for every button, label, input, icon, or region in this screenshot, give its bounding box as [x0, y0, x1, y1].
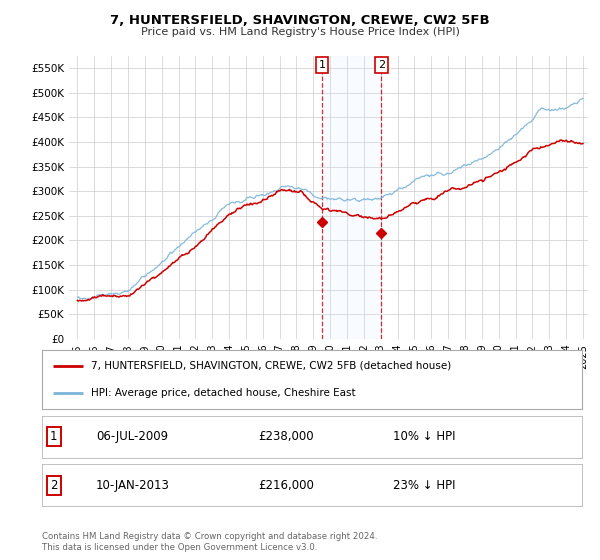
Text: This data is licensed under the Open Government Licence v3.0.: This data is licensed under the Open Gov… [42, 543, 317, 552]
Text: 1: 1 [50, 430, 58, 443]
Text: 10% ↓ HPI: 10% ↓ HPI [393, 430, 455, 443]
Text: HPI: Average price, detached house, Cheshire East: HPI: Average price, detached house, Ches… [91, 388, 355, 398]
Text: 7, HUNTERSFIELD, SHAVINGTON, CREWE, CW2 5FB: 7, HUNTERSFIELD, SHAVINGTON, CREWE, CW2 … [110, 14, 490, 27]
Text: 2: 2 [50, 479, 58, 492]
Text: 1: 1 [319, 60, 325, 70]
Bar [322, 56, 381, 339]
Text: £216,000: £216,000 [258, 479, 314, 492]
Text: 2: 2 [377, 60, 385, 70]
Text: 10-JAN-2013: 10-JAN-2013 [96, 479, 170, 492]
Text: £238,000: £238,000 [258, 430, 314, 443]
Text: 7, HUNTERSFIELD, SHAVINGTON, CREWE, CW2 5FB (detached house): 7, HUNTERSFIELD, SHAVINGTON, CREWE, CW2 … [91, 361, 451, 371]
Text: Price paid vs. HM Land Registry's House Price Index (HPI): Price paid vs. HM Land Registry's House … [140, 27, 460, 37]
Text: 06-JUL-2009: 06-JUL-2009 [96, 430, 168, 443]
Text: Contains HM Land Registry data © Crown copyright and database right 2024.: Contains HM Land Registry data © Crown c… [42, 532, 377, 541]
Text: 23% ↓ HPI: 23% ↓ HPI [393, 479, 455, 492]
